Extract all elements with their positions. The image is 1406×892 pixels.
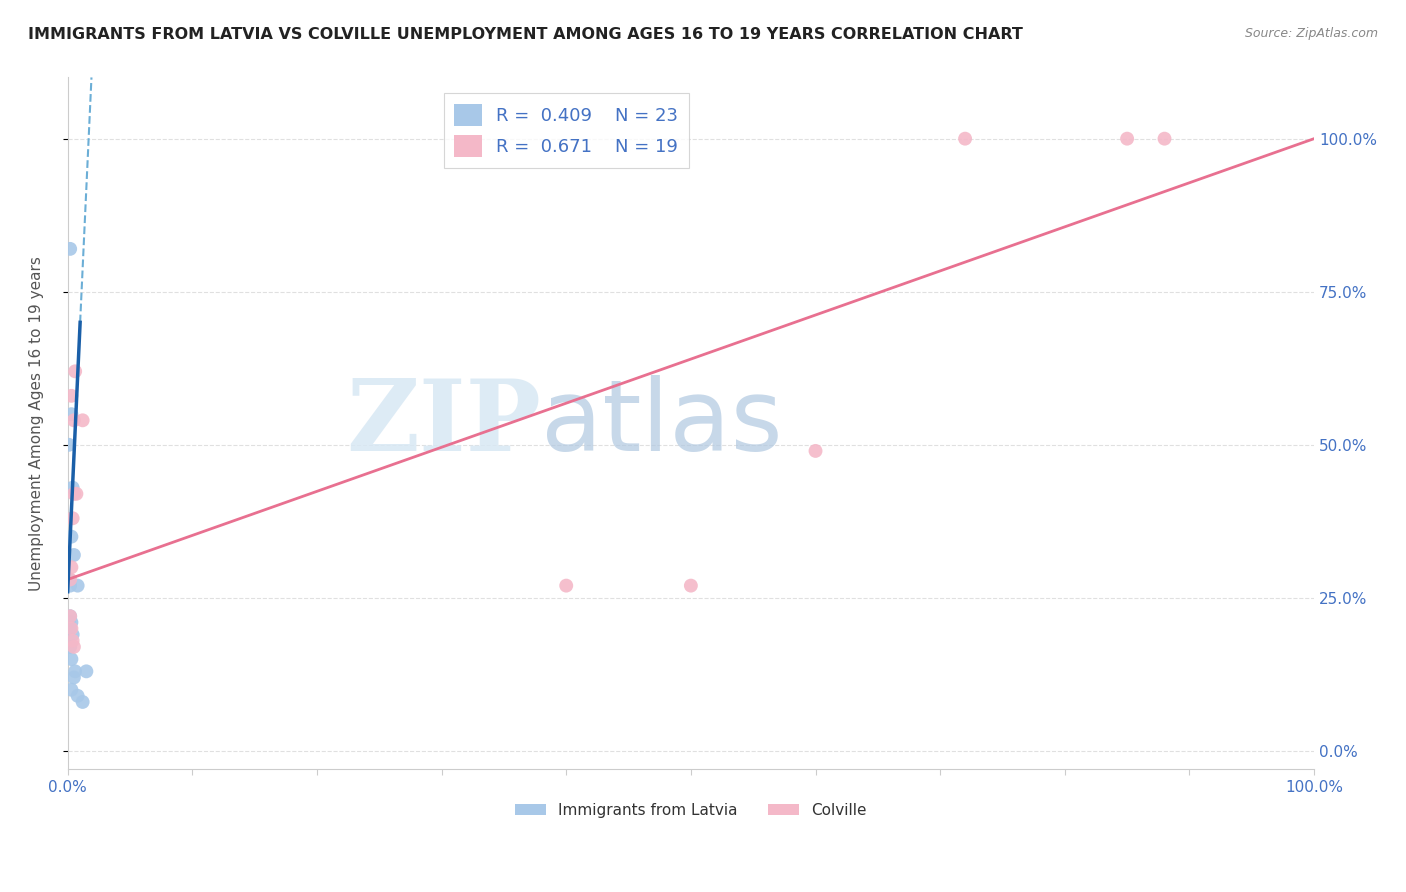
Point [59,609,82,624]
Point [60,407,83,421]
Text: ZIP: ZIP [346,375,541,472]
Point [58,622,80,636]
Point [953,131,976,145]
Point [72,695,94,709]
Point [60,682,83,697]
Point [804,444,827,458]
Point [63,665,86,679]
Point [63,413,86,427]
Text: IMMIGRANTS FROM LATVIA VS COLVILLE UNEMPLOYMENT AMONG AGES 16 TO 19 YEARS CORREL: IMMIGRANTS FROM LATVIA VS COLVILLE UNEMP… [28,27,1024,42]
Point [66,689,89,703]
Point [75,665,97,679]
Point [63,487,86,501]
Point [63,640,86,654]
Point [58,573,80,587]
Point [1116,131,1139,145]
Point [59,640,82,654]
Point [60,389,83,403]
Point [62,481,84,495]
Point [63,670,86,684]
Legend: Immigrants from Latvia, Colville: Immigrants from Latvia, Colville [509,797,873,824]
Point [60,530,83,544]
Point [59,242,82,256]
Point [60,615,83,630]
Point [72,413,94,427]
Point [60,622,83,636]
Point [555,579,578,593]
Point [58,438,80,452]
Point [62,633,84,648]
Point [59,573,82,587]
Point [59,579,82,593]
Point [62,627,84,641]
Point [1153,131,1175,145]
Text: Source: ZipAtlas.com: Source: ZipAtlas.com [1244,27,1378,40]
Point [60,560,83,574]
Point [62,511,84,525]
Point [65,487,87,501]
Point [63,548,86,562]
Point [59,609,82,624]
Point [66,579,89,593]
Point [59,622,82,636]
Point [63,364,86,378]
Point [58,615,80,630]
Point [60,652,83,666]
Point [679,579,702,593]
Y-axis label: Unemployment Among Ages 16 to 19 years: Unemployment Among Ages 16 to 19 years [30,256,44,591]
Text: atlas: atlas [541,375,783,472]
